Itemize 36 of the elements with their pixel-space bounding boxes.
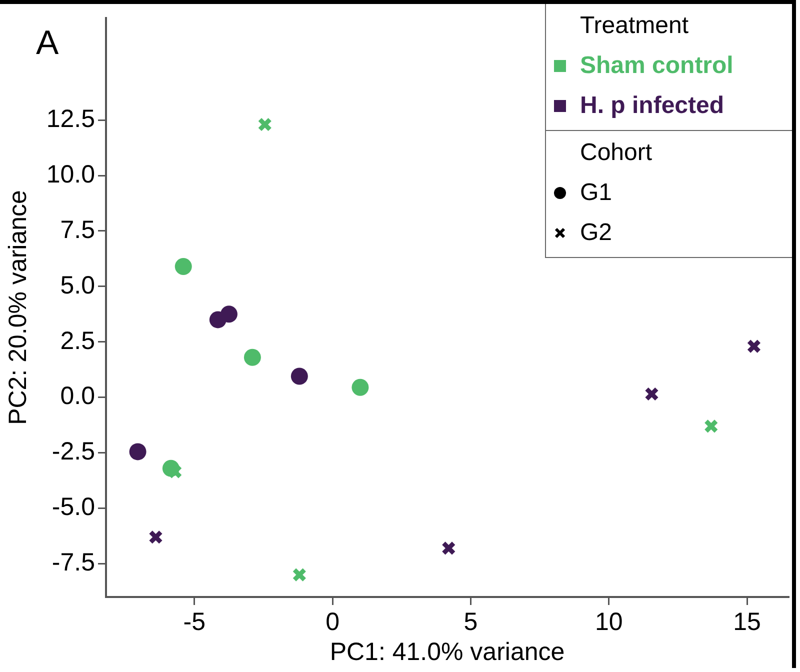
y-tick-label: -2.5 (52, 438, 95, 466)
legend-label: H. p infected (580, 92, 724, 120)
y-tick-label: -5.0 (52, 493, 95, 522)
legend-title: Treatment (579, 11, 690, 41)
point (704, 418, 718, 434)
y-tick-label: -7.5 (52, 548, 95, 577)
point (352, 378, 369, 396)
point (258, 117, 272, 132)
y-tick-label: 2.5 (60, 326, 95, 355)
y-tick-label: 5.0 (60, 271, 95, 300)
y-tick-label: 12.5 (46, 104, 95, 133)
x-tick-label: -5 (183, 608, 206, 636)
y-tick-label: 10.0 (46, 160, 95, 188)
x-axis-title: PC1: 41.0% variance (330, 638, 565, 666)
point (644, 386, 659, 402)
legend-label: Sham control (580, 52, 734, 80)
point (441, 540, 456, 556)
point (290, 368, 308, 385)
point (129, 443, 146, 460)
point (292, 568, 307, 582)
annotation: G1 (580, 179, 612, 207)
point (244, 348, 261, 366)
point (174, 258, 192, 275)
x-tick-label: 10 (594, 608, 623, 636)
text: A (36, 24, 59, 63)
point (220, 306, 238, 323)
annotation: Cohort (579, 138, 654, 168)
annotation: G2 (580, 219, 612, 247)
y-axis-title: PC2: 20.0% variance (4, 190, 32, 425)
point (148, 530, 163, 544)
x-tick-label: 5 (464, 608, 478, 636)
x-tick-label: 15 (733, 608, 761, 636)
point (746, 339, 762, 354)
y-tick-label: 0.0 (60, 382, 95, 410)
y-tick-label: 7.5 (60, 216, 95, 244)
x-tick-label: 0 (326, 608, 340, 636)
